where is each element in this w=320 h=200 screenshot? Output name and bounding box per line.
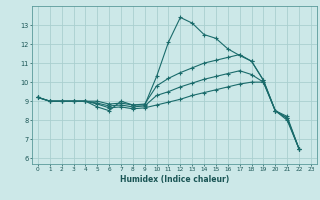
X-axis label: Humidex (Indice chaleur): Humidex (Indice chaleur): [120, 175, 229, 184]
